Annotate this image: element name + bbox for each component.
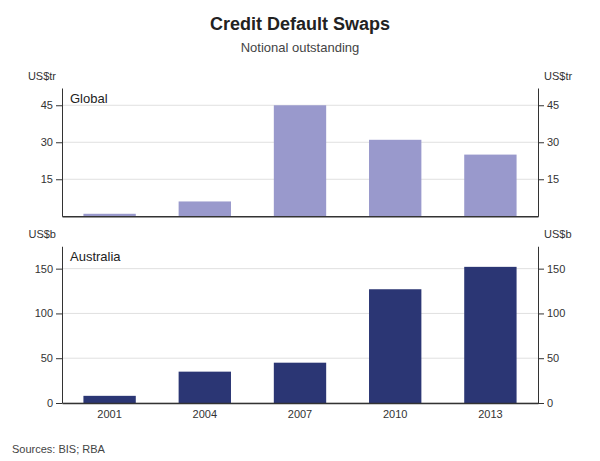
tick: 100 (538, 307, 565, 319)
tick-label: 15 (41, 173, 53, 185)
y2-axis: 15 30 45 (538, 89, 559, 217)
axis-line (62, 247, 63, 404)
tick-label: 2010 (383, 408, 407, 420)
tick-mark (56, 313, 62, 314)
axis-line (62, 89, 63, 217)
tick: 45 (538, 99, 559, 111)
bars (83, 267, 516, 403)
tick: 45 (41, 99, 62, 111)
x-axis (63, 216, 539, 217)
tick: 50 (538, 352, 559, 364)
tick-label: 0 (47, 397, 53, 409)
tick-mark (538, 142, 544, 143)
y-axis-label: US$tr (28, 70, 56, 82)
chart-svg: Credit Default Swaps Notional outstanding… (0, 0, 600, 461)
bar (274, 105, 326, 216)
y2-axis-label: US$b (544, 228, 572, 240)
bar (274, 363, 326, 403)
tick-mark (56, 269, 62, 270)
tick-mark (538, 269, 544, 270)
tick-mark (538, 403, 544, 404)
tick-label: 2004 (193, 408, 217, 420)
annotation: Sources: BIS; RBA (12, 443, 106, 455)
y-axis: 15 30 45 (41, 89, 63, 217)
tick-label: 15 (547, 173, 559, 185)
tick-label: 45 (41, 99, 53, 111)
tick-label: 0 (547, 397, 553, 409)
tick-mark (56, 358, 62, 359)
tick: 150 (35, 263, 62, 275)
bars (83, 105, 516, 216)
tick-label: 150 (35, 263, 53, 275)
tick-mark (538, 358, 544, 359)
tick: 2004 (193, 408, 217, 420)
tick: 15 (538, 173, 559, 185)
tick-label: 100 (547, 307, 565, 319)
bar (464, 155, 516, 217)
tick: 2010 (383, 408, 407, 420)
tick: 2007 (288, 408, 312, 420)
bar (179, 372, 231, 403)
title: Credit Default Swaps (210, 14, 390, 34)
tick-label: 2013 (478, 408, 502, 420)
bar (464, 267, 516, 403)
tick-mark (56, 403, 62, 404)
tick-label: 100 (35, 307, 53, 319)
panel: 15 30 45 15 30 45 Global US$tr US$tr (28, 70, 573, 217)
tick-mark (56, 142, 62, 143)
tick: 30 (41, 136, 62, 148)
tick: 2001 (97, 408, 121, 420)
axis-line (538, 89, 539, 217)
bar (369, 289, 421, 403)
tick-label: 50 (547, 352, 559, 364)
tick-mark (56, 105, 62, 106)
bar (369, 140, 421, 216)
y-axis: 0 50 100 150 (35, 247, 63, 409)
bar (83, 396, 135, 403)
chart-container: Credit Default Swaps Notional outstanding… (0, 0, 600, 461)
axis-line (63, 216, 539, 218)
tick-label: 30 (41, 136, 53, 148)
tick: 0 (47, 397, 62, 409)
tick-mark (538, 105, 544, 106)
tick: 2013 (478, 408, 502, 420)
tick-mark (538, 313, 544, 314)
panel: 0 50 100 150 0 50 100 150 2001 2004 2007 2010 2013 Au… (28, 228, 571, 420)
x-axis: 2001 2004 2007 2010 2013 (63, 404, 539, 420)
tick-mark (56, 179, 62, 180)
tick-label: 50 (41, 352, 53, 364)
tick-label: 2007 (288, 408, 312, 420)
tick-label: 30 (547, 136, 559, 148)
y-axis-label: US$b (28, 228, 56, 240)
subtitle: Notional outstanding (241, 40, 360, 55)
tick: 30 (538, 136, 559, 148)
bar (179, 201, 231, 216)
tick: 15 (41, 173, 62, 185)
tick-mark (538, 179, 544, 180)
axis-line (63, 403, 539, 405)
bar (83, 214, 135, 216)
tick: 150 (538, 263, 565, 275)
panel-label: Global (70, 91, 108, 106)
panel-label: Australia (70, 249, 121, 264)
tick: 50 (41, 352, 62, 364)
tick: 100 (35, 307, 62, 319)
tick: 0 (538, 397, 553, 409)
y2-axis-label: US$tr (544, 70, 572, 82)
y2-axis: 0 50 100 150 (538, 247, 565, 409)
tick-label: 150 (547, 263, 565, 275)
tick-label: 45 (547, 99, 559, 111)
tick-label: 2001 (97, 408, 121, 420)
axis-line (538, 247, 539, 404)
